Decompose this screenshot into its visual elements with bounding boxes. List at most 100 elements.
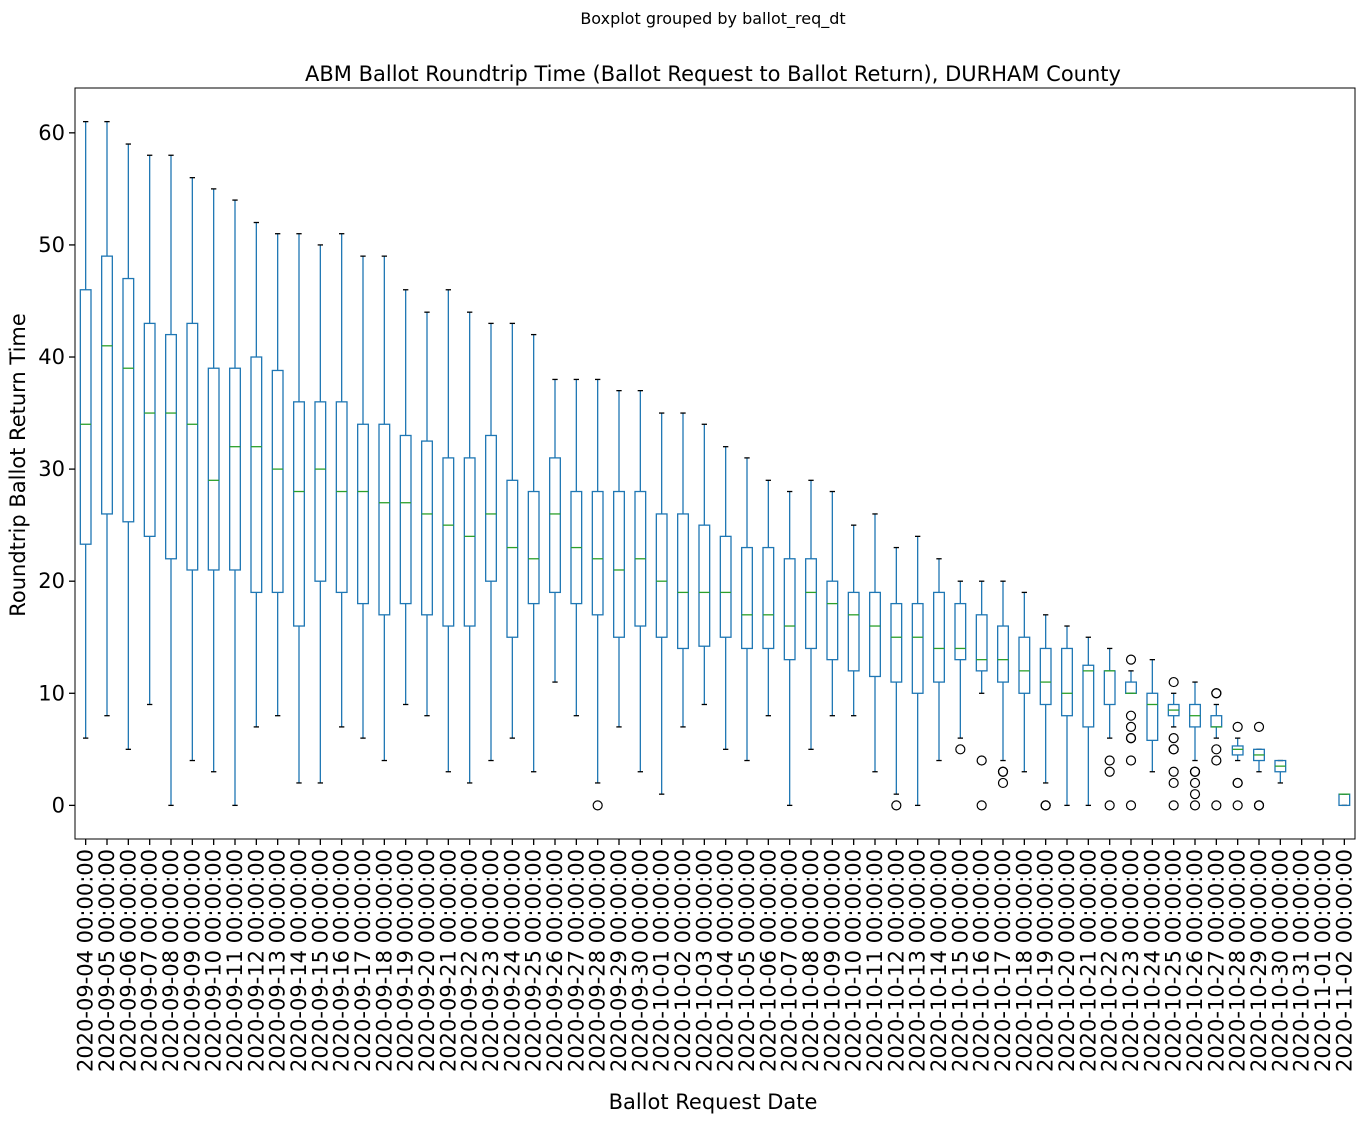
y-tick-label: 0 [52, 793, 65, 817]
box-iqr [335, 401, 348, 594]
x-tick-label: 2020-10-02 00:00:00 [671, 849, 695, 1072]
box-iqr [250, 356, 263, 594]
x-tick-label: 2020-09-15 00:00:00 [308, 849, 332, 1072]
x-tick-label: 2020-10-23 00:00:00 [1119, 849, 1143, 1072]
x-tick-label: 2020-10-05 00:00:00 [735, 849, 759, 1072]
x-tick-label: 2020-10-03 00:00:00 [692, 849, 716, 1072]
x-tick-label: 2020-09-12 00:00:00 [244, 849, 268, 1072]
flier-point [997, 777, 1009, 789]
x-tick-label: 2020-10-24 00:00:00 [1140, 849, 1164, 1072]
flier-point [1211, 688, 1222, 699]
x-tick-label: 2020-09-20 00:00:00 [415, 849, 439, 1072]
x-tick-label: 2020-09-14 00:00:00 [287, 849, 311, 1072]
x-tick-label: 2020-09-27 00:00:00 [564, 849, 588, 1072]
chart-title: ABM Ballot Roundtrip Time (Ballot Reques… [305, 62, 1121, 86]
box-iqr [1146, 692, 1159, 742]
box-iqr [442, 457, 455, 627]
flier-point [1104, 800, 1115, 811]
y-tick-label: 30 [38, 457, 65, 481]
box-iqr [207, 367, 220, 571]
flier-point [976, 800, 987, 811]
flier-point [1168, 733, 1179, 744]
box-iqr [933, 591, 945, 683]
plot-frame [74, 87, 1356, 840]
x-tick-label: 2020-10-08 00:00:00 [799, 849, 823, 1072]
box-iqr [591, 490, 604, 616]
box-iqr [421, 440, 433, 616]
x-tick-label: 2020-10-30 00:00:00 [1268, 849, 1292, 1072]
flier-point [1125, 755, 1137, 766]
x-tick-label: 2020-09-05 00:00:00 [95, 849, 119, 1072]
flier-point [891, 800, 902, 811]
flier-point [1189, 777, 1201, 789]
flier-point [997, 766, 1009, 777]
x-tick-label: 2020-10-04 00:00:00 [714, 849, 738, 1072]
x-tick-label: 2020-10-22 00:00:00 [1098, 849, 1122, 1072]
x-tick-label: 2020-09-04 00:00:00 [74, 849, 98, 1072]
y-tick-label: 50 [38, 233, 65, 257]
box-iqr [1210, 715, 1223, 728]
flier-point [1168, 777, 1179, 789]
flier-point [1211, 755, 1222, 766]
box-iqr [485, 434, 497, 582]
x-tick-label: 2020-09-13 00:00:00 [266, 849, 290, 1072]
x-tick-label: 2020-10-10 00:00:00 [842, 849, 866, 1072]
box-iqr [1018, 636, 1031, 694]
box-iqr [506, 479, 519, 638]
flier-point [1189, 800, 1201, 811]
x-axis-label: Ballot Request Date [609, 1090, 818, 1114]
box-iqr [1039, 647, 1052, 706]
flier-point [1211, 744, 1222, 755]
flier-point [1104, 766, 1115, 777]
x-tick-label: 2020-10-16 00:00:00 [970, 849, 994, 1072]
box-iqr [698, 524, 711, 647]
x-tick-label: 2020-11-02 00:00:00 [1332, 849, 1356, 1072]
x-tick-label: 2020-10-06 00:00:00 [756, 849, 780, 1072]
box-iqr [549, 457, 561, 594]
x-tick-label: 2020-09-21 00:00:00 [436, 849, 460, 1072]
x-tick-label: 2020-10-19 00:00:00 [1034, 849, 1058, 1072]
x-tick-label: 2020-10-15 00:00:00 [948, 849, 972, 1072]
flier-point [955, 744, 966, 755]
x-tick-label: 2020-10-11 00:00:00 [863, 849, 887, 1072]
x-tick-label: 2020-09-24 00:00:00 [500, 849, 524, 1072]
box-iqr [869, 591, 881, 678]
box-iqr [165, 333, 177, 560]
y-tick-label: 40 [38, 345, 65, 369]
x-tick-label: 2020-10-31 00:00:00 [1290, 849, 1314, 1072]
box-iqr [1125, 681, 1137, 694]
box-iqr [719, 535, 732, 638]
flier-point [1168, 676, 1179, 688]
box-iqr [911, 602, 924, 694]
box-iqr [1082, 664, 1095, 728]
box-iqr [805, 558, 817, 650]
box-iqr [463, 457, 476, 627]
flier-point [592, 800, 603, 811]
flier-point [1253, 800, 1265, 811]
flier-point [1253, 721, 1265, 733]
box-iqr [229, 367, 241, 571]
box-iqr [399, 434, 412, 605]
flier-point [1189, 789, 1201, 800]
box-iqr [357, 423, 369, 605]
flier-point [1040, 800, 1051, 811]
x-tick-label: 2020-10-26 00:00:00 [1183, 849, 1207, 1072]
flier-point [1125, 800, 1137, 811]
x-tick-label: 2020-09-23 00:00:00 [479, 849, 503, 1072]
y-tick-label: 20 [38, 569, 65, 593]
box-iqr [741, 546, 753, 650]
box-iqr [847, 591, 860, 672]
x-tick-label: 2020-10-17 00:00:00 [991, 849, 1015, 1072]
x-tick-label: 2020-09-10 00:00:00 [202, 849, 226, 1072]
box-iqr [890, 602, 903, 683]
x-tick-label: 2020-09-25 00:00:00 [522, 849, 546, 1072]
box-iqr [293, 401, 305, 627]
x-tick-label: 2020-09-28 00:00:00 [586, 849, 610, 1072]
box-iqr [101, 255, 113, 515]
x-tick-label: 2020-09-30 00:00:00 [628, 849, 652, 1072]
y-axis-label: Roundtrip Ballot Return Time [6, 313, 30, 617]
x-tick-label: 2020-09-06 00:00:00 [116, 849, 140, 1072]
box-iqr [954, 602, 967, 661]
